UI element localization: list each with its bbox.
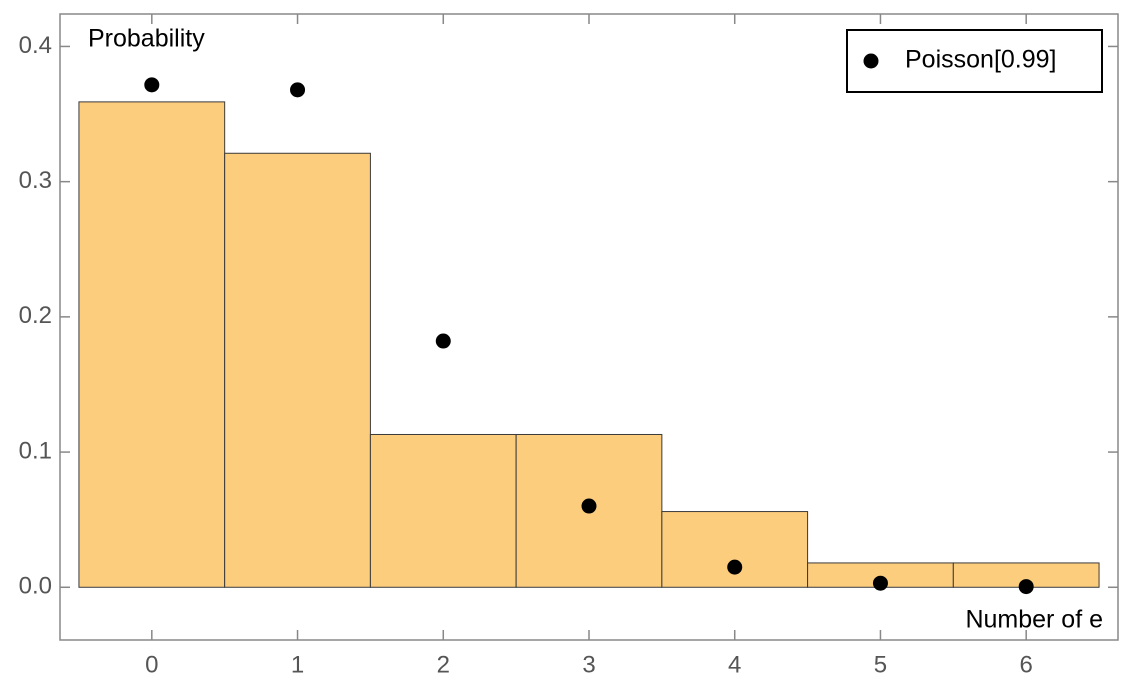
bar [369,433,517,588]
x-axis-label: Number of e [965,606,1103,634]
x-tick-label: 0 [145,651,158,678]
point [435,333,451,349]
point [1018,579,1034,595]
y-tick-label: 0.4 [19,32,52,59]
y-tick-label: 0.0 [19,573,52,600]
y-axis-label: Probability [88,25,205,53]
bar [224,152,371,588]
x-tick-label: 1 [291,651,304,678]
x-tick-label: 6 [1020,651,1033,678]
x-tick-label: 2 [437,651,450,678]
point [872,575,888,591]
y-tick-label: 0.3 [19,167,52,194]
legend-box [846,29,1103,93]
y-tick-label: 0.2 [19,302,52,329]
bar [661,511,809,588]
x-tick-label: 3 [582,651,595,678]
x-tick-label: 4 [728,651,741,678]
y-tick-label: 0.1 [19,437,52,464]
bar [78,101,226,588]
point [144,77,160,93]
point [290,82,306,98]
point [727,559,743,575]
x-tick-label: 5 [874,651,887,678]
legend-marker [863,53,879,69]
legend-label: Poisson[0.99] [905,46,1057,74]
point [581,498,597,514]
